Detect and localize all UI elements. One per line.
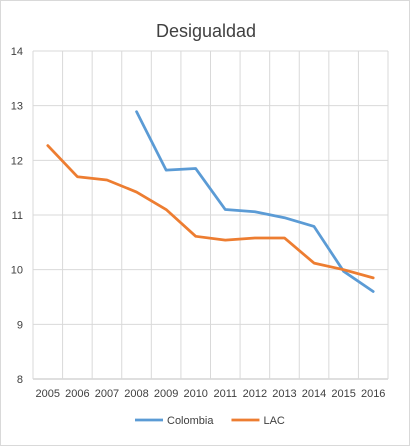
x-tick-label: 2006: [65, 388, 89, 400]
gridlines: [32, 50, 389, 380]
y-tick-label: 12: [11, 155, 23, 167]
x-tick-label: 2011: [213, 388, 237, 400]
x-tick-label: 2012: [243, 388, 267, 400]
x-tick-label: 2005: [36, 388, 60, 400]
legend: Colombia LAC: [135, 415, 285, 427]
x-tick-label: 2008: [124, 388, 148, 400]
y-tick-label: 13: [11, 101, 23, 113]
x-tick-label: 2015: [331, 388, 355, 400]
series-line-colombia: [135, 110, 375, 293]
x-tick-label: 2016: [361, 388, 385, 400]
x-axis-ticks: 2005 2006 2007 2008 2009 2010 2011 2012 2013 2014…: [36, 388, 386, 400]
series-lines: [46, 110, 375, 293]
y-tick-label: 9: [17, 319, 23, 331]
y-tick-label: 14: [11, 46, 23, 58]
y-tick-label: 8: [17, 374, 23, 386]
x-tick-label: 2010: [183, 388, 207, 400]
legend-label: LAC: [263, 415, 284, 427]
x-tick-label: 2009: [154, 388, 178, 400]
y-tick-label: 11: [12, 210, 23, 222]
y-tick-label: 10: [11, 265, 23, 277]
x-tick-label: 2007: [95, 388, 119, 400]
series-line-lac: [46, 144, 375, 280]
x-tick-label: 2014: [302, 388, 326, 400]
chart-title: Desigualdad: [156, 21, 256, 41]
x-tick-label: 2013: [272, 388, 296, 400]
y-axis-ticks: 8 9 10 11 12 13 14: [11, 46, 23, 386]
legend-label: Colombia: [167, 415, 214, 427]
